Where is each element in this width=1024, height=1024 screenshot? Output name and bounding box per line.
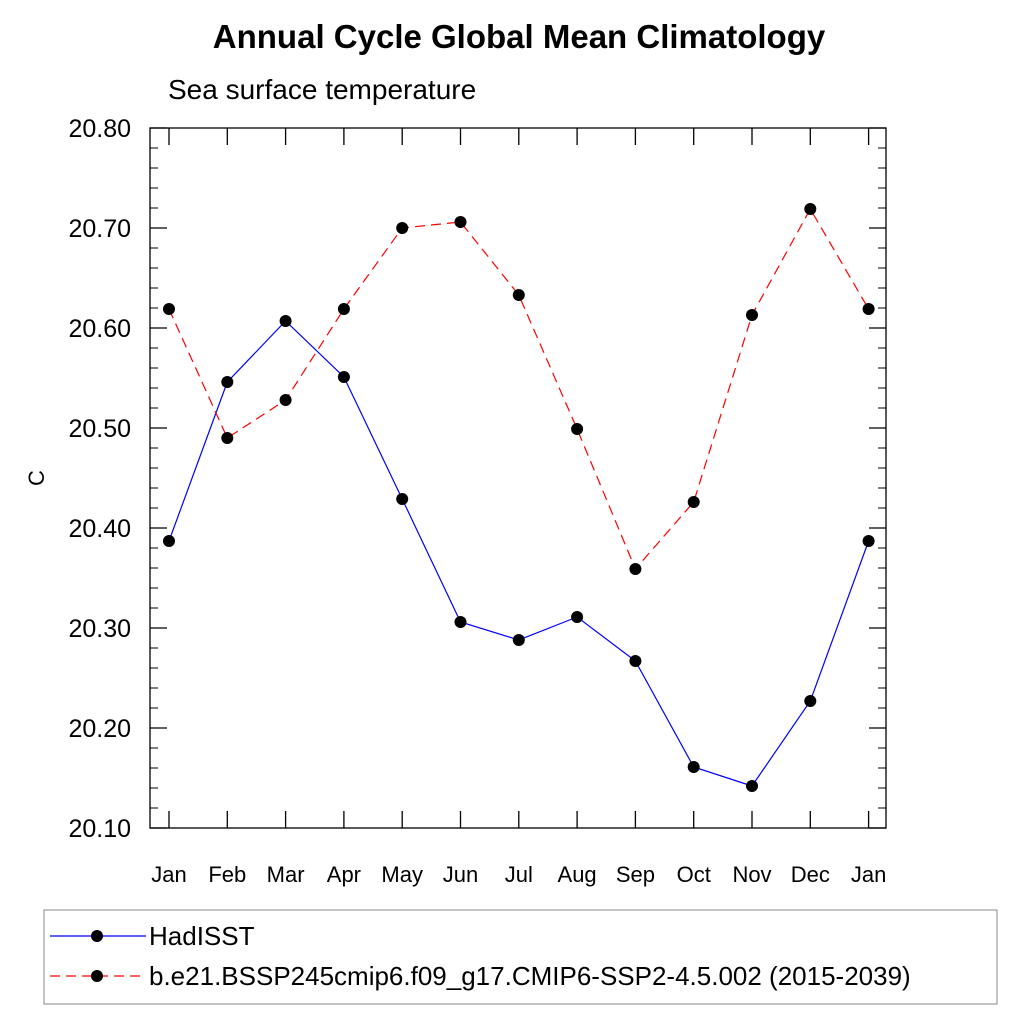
legend-items: HadISST b.e21.BSSP245cmip6.f09_g17.CMIP6-… [50,921,911,991]
data-point [746,780,758,792]
data-point [746,309,758,321]
x-tick-label: May [381,862,423,887]
x-axis: Jan Feb Mar Apr May Jun Jul Aug Sep Oct Nov Dec Jan [151,128,886,887]
y-tick-label: 20.70 [68,215,131,243]
y-axis-label: C [24,470,49,486]
x-tick-label: Jan [151,862,186,887]
data-point [571,423,584,435]
data-point [337,371,350,383]
legend-marker [91,970,103,982]
data-point [163,535,175,547]
series-layer [163,203,875,792]
x-tick-label: Apr [327,862,361,887]
x-tick-label: Jun [443,862,478,887]
data-point [512,634,525,646]
y-tick-label: 20.40 [68,515,131,543]
x-tick-label: Nov [732,862,771,887]
x-tick-label: Oct [677,862,711,887]
data-point [221,376,234,388]
series-2 [163,203,875,575]
x-tick-label: Dec [791,862,830,887]
x-tick-label: Aug [558,862,597,887]
y-tick-label: 20.50 [68,415,131,443]
series-1 [163,315,875,792]
x-tick-label: Jul [505,862,533,887]
series-line [168,207,870,571]
data-point [804,203,817,215]
legend-item-2: b.e21.BSSP245cmip6.f09_g17.CMIP6-SSP2-4.… [50,961,911,991]
legend-label: b.e21.BSSP245cmip6.f09_g17.CMIP6-SSP2-4.… [149,961,911,991]
legend-label: HadISST [149,921,255,951]
y-tick-label: 20.20 [68,715,131,743]
data-point [512,289,525,301]
y-tick-label: 20.80 [68,115,131,143]
data-point [862,303,875,315]
data-point [571,611,584,623]
data-point [163,303,175,315]
data-point [804,695,817,707]
data-point [396,493,409,505]
data-point [396,222,409,234]
y-tick-label: 20.60 [68,315,131,343]
data-point [279,315,292,327]
chart-subtitle: Sea surface temperature [168,74,476,105]
data-point [629,655,642,667]
x-tick-label: Sep [616,862,655,887]
data-point [629,563,642,575]
legend-item-1: HadISST [50,921,255,951]
data-point [687,496,700,508]
y-tick-label: 20.10 [68,815,131,843]
legend: HadISST b.e21.BSSP245cmip6.f09_g17.CMIP6-… [43,909,998,1005]
series-line [168,320,870,787]
data-point [454,616,467,628]
x-tick-label: Mar [267,862,305,887]
data-point [279,394,292,406]
y-tick-label: 20.30 [68,615,131,643]
data-point [454,216,467,228]
data-point [221,432,234,444]
data-point [687,761,700,773]
x-tick-label: Feb [208,862,246,887]
plot-frame [149,127,887,829]
chart-title: Annual Cycle Global Mean Climatology [213,18,826,55]
data-point [337,303,350,315]
x-tick-label: Jan [851,862,886,887]
legend-box [43,909,998,1005]
legend-marker [91,930,103,942]
y-axis: 20.10 20.20 20.30 20.40 20.50 20.60 20.70 20.80 [68,115,886,843]
data-point [862,535,875,547]
